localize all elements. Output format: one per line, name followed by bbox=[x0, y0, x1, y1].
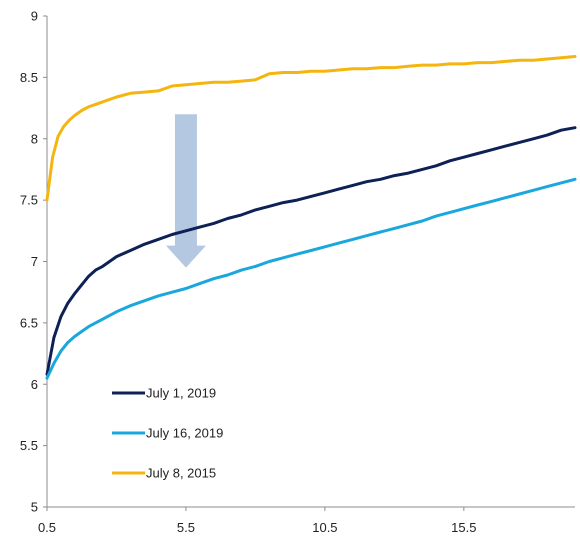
x-tick-label: 5.5 bbox=[177, 520, 195, 535]
series-line-july-16-2019 bbox=[45, 177, 577, 380]
x-tick-label: 10.5 bbox=[312, 520, 337, 535]
y-tick-label: 5.5 bbox=[20, 438, 38, 453]
y-tick-label: 6 bbox=[31, 377, 38, 392]
axes: 5 5.5 6 6.5 7 7.5 8 8.5 9 0.5 5.5 10.5 15.5 bbox=[20, 9, 575, 535]
x-tick-label: 0.5 bbox=[38, 520, 56, 535]
series-layer bbox=[45, 55, 577, 380]
y-tick-label: 7.5 bbox=[20, 193, 38, 208]
y-tick-label: 7 bbox=[31, 254, 38, 269]
y-tick-label: 8 bbox=[31, 131, 38, 146]
y-tick-label: 9 bbox=[31, 9, 38, 24]
y-tick-label: 6.5 bbox=[20, 315, 38, 330]
series-line-july-8-2015 bbox=[45, 55, 577, 202]
y-tick-label: 8.5 bbox=[20, 70, 38, 85]
legend: July 1, 2019 July 16, 2019 July 8, 2015 bbox=[112, 386, 223, 481]
x-tick-label: 15.5 bbox=[451, 520, 476, 535]
legend-label-july-16-2019: July 16, 2019 bbox=[146, 426, 223, 441]
legend-label-july-8-2015: July 8, 2015 bbox=[146, 466, 216, 481]
series-line-july-1-2019 bbox=[45, 126, 577, 376]
y-tick-label: 5 bbox=[31, 500, 38, 515]
down-arrow-annotation bbox=[165, 114, 206, 268]
annotation-layer bbox=[165, 114, 206, 268]
legend-label-july-1-2019: July 1, 2019 bbox=[146, 386, 216, 401]
